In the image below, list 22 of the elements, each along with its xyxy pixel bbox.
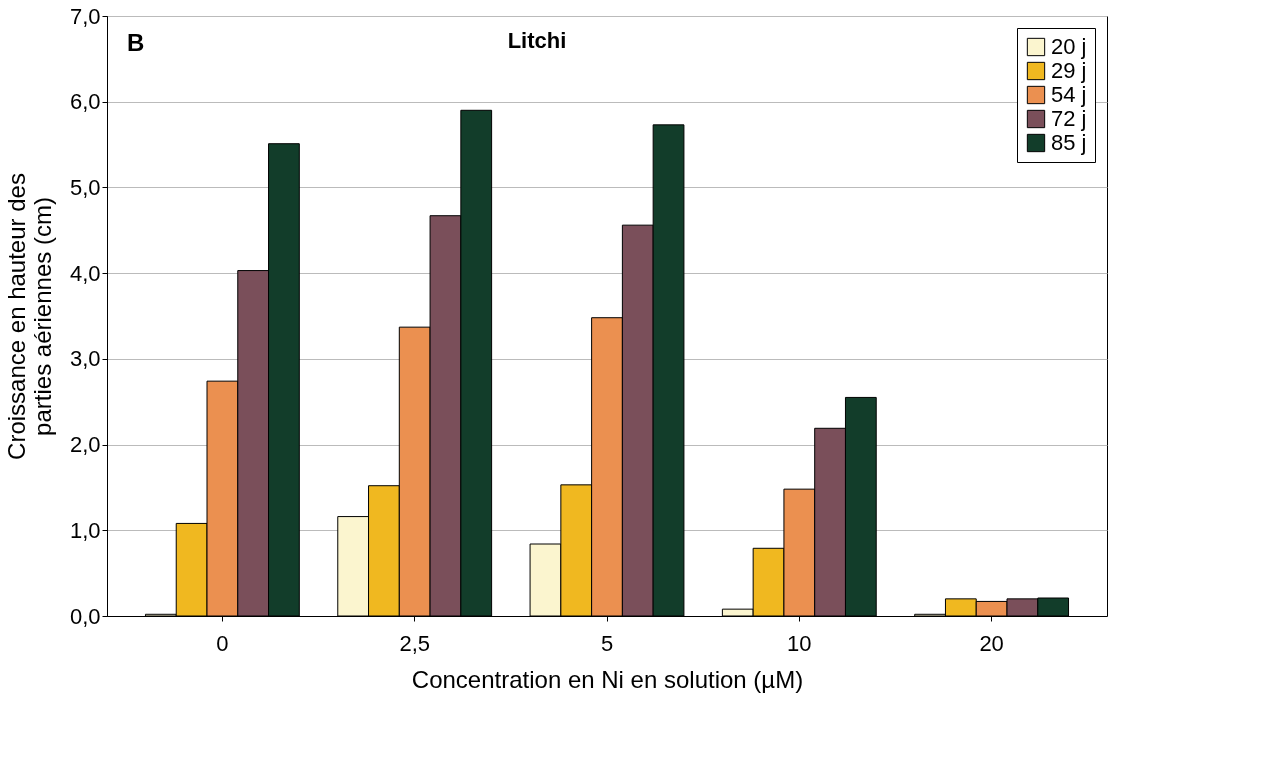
y-tick-label: 3,0 xyxy=(69,346,101,372)
y-tick-label: 0,0 xyxy=(69,603,101,629)
y-tick-label: 6,0 xyxy=(69,89,101,115)
x-tick-label: 20 xyxy=(979,630,1004,656)
y-tick-label: 5,0 xyxy=(69,174,101,200)
annotation: B xyxy=(127,29,145,56)
x-axis-title: Concentration en Ni en solution (µM) xyxy=(411,665,804,693)
text: Litchi xyxy=(507,28,567,53)
y-tick-label: 7,0 xyxy=(69,3,101,29)
y-tick-label: 4,0 xyxy=(69,260,101,286)
legend-label: 85 j xyxy=(1051,130,1087,155)
legend-label: 20 j xyxy=(1051,34,1087,59)
legend-label: 72 j xyxy=(1051,106,1087,131)
x-tick-label: 0 xyxy=(216,630,229,656)
y-axis-title: Croissance en hauteur des parties aériennes (cm) xyxy=(2,173,56,460)
x-tick-label: 10 xyxy=(787,630,812,656)
y-tick-label: 2,0 xyxy=(69,432,101,458)
legend-label: 54 j xyxy=(1051,82,1087,107)
legend-label: 29 j xyxy=(1051,58,1087,83)
y-tick-label: 1,0 xyxy=(69,517,101,543)
x-tick-label: 5 xyxy=(600,630,614,656)
x-tick-label: 2,5 xyxy=(399,630,430,656)
